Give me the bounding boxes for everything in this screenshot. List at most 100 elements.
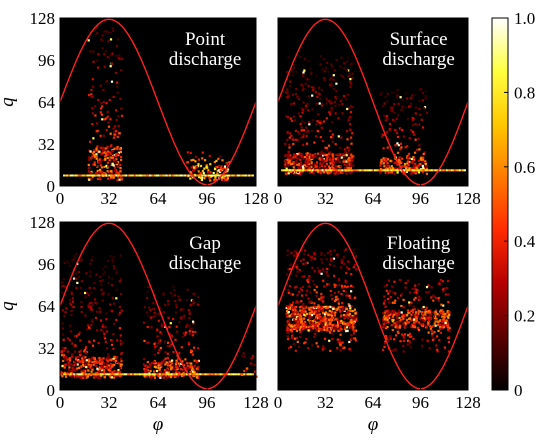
data-point bbox=[93, 174, 96, 177]
data-point bbox=[92, 60, 95, 63]
data-point bbox=[164, 370, 167, 373]
data-point bbox=[150, 326, 153, 329]
data-point bbox=[120, 360, 123, 363]
data-point bbox=[315, 321, 318, 325]
data-point bbox=[252, 355, 255, 358]
data-point bbox=[326, 99, 329, 102]
data-point bbox=[415, 167, 418, 170]
data-point bbox=[197, 373, 200, 376]
data-point bbox=[190, 166, 193, 169]
data-point bbox=[163, 360, 166, 363]
data-point bbox=[295, 161, 298, 165]
data-point bbox=[175, 325, 178, 328]
data-point bbox=[397, 313, 401, 316]
data-point bbox=[157, 373, 160, 376]
data-point bbox=[76, 367, 79, 370]
data-point bbox=[99, 319, 103, 322]
data-point bbox=[300, 171, 303, 174]
data-point bbox=[348, 340, 351, 344]
data-point bbox=[332, 74, 335, 77]
data-point bbox=[420, 158, 423, 161]
data-point bbox=[351, 159, 354, 162]
data-point bbox=[80, 354, 84, 357]
data-point bbox=[182, 374, 185, 377]
data-point bbox=[296, 320, 299, 323]
data-point bbox=[383, 165, 386, 168]
data-point bbox=[120, 158, 123, 162]
data-point bbox=[167, 375, 171, 378]
data-point bbox=[191, 330, 194, 333]
data-point bbox=[250, 357, 253, 360]
data-point bbox=[379, 171, 382, 174]
data-point bbox=[186, 362, 189, 365]
data-point bbox=[295, 329, 298, 332]
data-point bbox=[298, 345, 301, 348]
data-point bbox=[296, 271, 299, 274]
data-point bbox=[330, 109, 333, 112]
data-point bbox=[334, 143, 337, 146]
data-point bbox=[196, 373, 199, 376]
data-point bbox=[463, 169, 466, 172]
data-point bbox=[343, 313, 346, 317]
data-point bbox=[339, 146, 342, 149]
data-point bbox=[414, 165, 417, 168]
data-point bbox=[113, 359, 116, 362]
data-point bbox=[107, 282, 110, 285]
data-point bbox=[437, 299, 440, 302]
data-point bbox=[412, 316, 416, 319]
data-point bbox=[308, 121, 311, 124]
data-point bbox=[308, 171, 311, 174]
data-point bbox=[94, 155, 97, 158]
data-point bbox=[172, 317, 175, 321]
data-point bbox=[147, 174, 150, 177]
data-point bbox=[345, 163, 348, 166]
data-point bbox=[107, 366, 110, 369]
data-point bbox=[95, 316, 98, 319]
reference-curve bbox=[277, 222, 469, 390]
data-point bbox=[299, 331, 302, 334]
data-point bbox=[413, 171, 416, 174]
data-point bbox=[100, 166, 104, 169]
data-point bbox=[246, 367, 249, 370]
data-point bbox=[82, 355, 85, 358]
data-point bbox=[396, 135, 400, 139]
data-point bbox=[342, 289, 345, 292]
data-point bbox=[107, 293, 110, 296]
data-point bbox=[343, 62, 346, 65]
data-point bbox=[412, 326, 415, 329]
data-point bbox=[169, 333, 172, 336]
data-point bbox=[100, 107, 103, 110]
data-point bbox=[292, 322, 295, 325]
data-point bbox=[287, 161, 290, 164]
data-point bbox=[315, 326, 319, 330]
data-point bbox=[87, 94, 91, 97]
data-point bbox=[302, 307, 305, 310]
x-tick-label: 32 bbox=[317, 189, 334, 208]
data-point bbox=[78, 174, 81, 177]
data-point bbox=[194, 160, 197, 163]
scatter-points bbox=[60, 253, 258, 379]
data-point bbox=[348, 72, 351, 75]
data-point bbox=[295, 88, 298, 91]
data-point bbox=[109, 170, 112, 173]
data-point bbox=[348, 128, 352, 131]
data-point bbox=[105, 102, 108, 105]
data-point bbox=[390, 169, 393, 172]
data-point bbox=[331, 155, 334, 158]
data-point bbox=[110, 343, 114, 346]
data-point bbox=[203, 167, 206, 170]
data-point bbox=[352, 169, 355, 172]
data-point bbox=[169, 373, 172, 376]
data-point bbox=[394, 90, 397, 93]
data-point bbox=[111, 174, 115, 177]
data-point bbox=[340, 319, 343, 322]
data-point bbox=[408, 301, 411, 304]
data-point bbox=[103, 65, 106, 68]
data-point bbox=[288, 315, 291, 318]
data-point bbox=[321, 348, 324, 351]
data-point bbox=[327, 172, 330, 175]
data-point bbox=[135, 174, 138, 177]
data-point bbox=[295, 301, 298, 304]
data-point bbox=[96, 177, 100, 180]
data-point bbox=[191, 353, 194, 356]
